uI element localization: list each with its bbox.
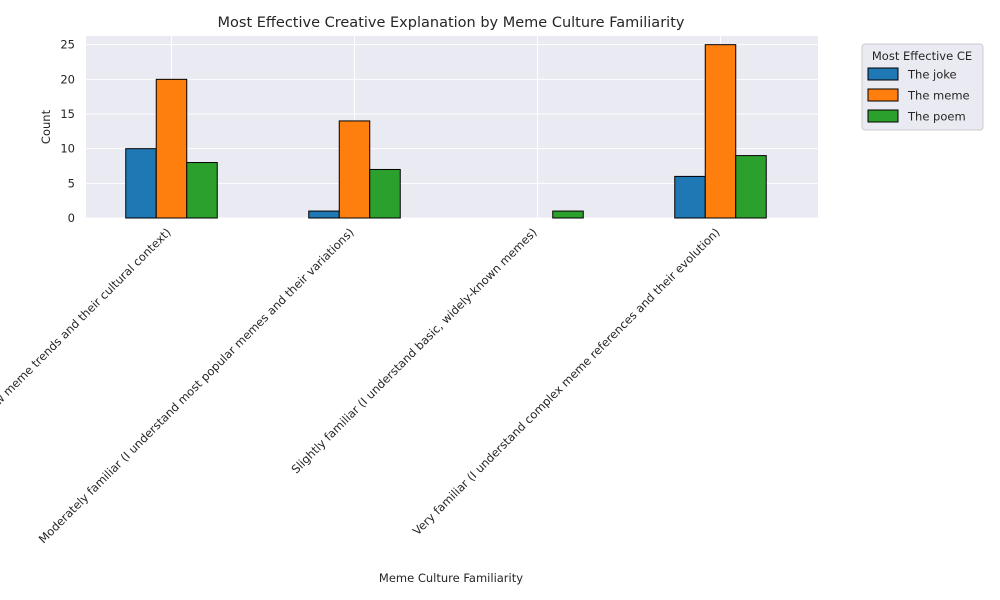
bar-the-joke-0 (125, 148, 157, 219)
legend-title: Most Effective CE (872, 49, 972, 63)
bars (125, 44, 767, 219)
x-tick-labels: Extremely familiar (I actively follow me… (0, 225, 723, 546)
legend-box (861, 43, 984, 131)
y-tick-label-4: 20 (60, 72, 75, 86)
x-axis-label: Meme Culture Familiarity (379, 571, 523, 585)
y-tick-label-2: 10 (60, 142, 75, 156)
x-tick-label-1: Moderately familiar (I understand most p… (36, 225, 357, 546)
chart-title: Most Effective Creative Explanation by M… (218, 15, 685, 31)
y-tick-label-0: 0 (68, 211, 75, 225)
legend-label-the-poem: The poem (907, 110, 966, 124)
legend-swatch-the-poem (867, 109, 899, 123)
legend-items: The joke The meme The poem (867, 67, 970, 124)
bar-the-joke-1 (308, 210, 340, 219)
legend-swatch-the-joke (867, 67, 899, 81)
legend-label-the-joke: The joke (907, 68, 957, 82)
bar-the-poem-2 (552, 210, 584, 219)
y-tick-label-1: 5 (68, 176, 75, 190)
bar-the-poem-3 (735, 155, 767, 219)
y-tick-label-5: 25 (60, 38, 75, 52)
bar-the-poem-1 (369, 168, 401, 219)
bar-the-meme-1 (338, 120, 371, 219)
bar-the-meme-0 (155, 78, 188, 219)
bar-the-joke-3 (674, 175, 706, 219)
legend-label-the-meme: The meme (907, 89, 970, 103)
y-axis-label: Count (39, 109, 53, 144)
bar-the-poem-0 (186, 162, 218, 219)
legend-swatch-the-meme (867, 88, 899, 102)
bar-the-meme-3 (704, 44, 737, 219)
x-tick-label-3: Very familiar (I understand complex meme… (410, 225, 723, 538)
legend: Most Effective CE The joke The meme The po… (861, 43, 984, 131)
y-tick-label-3: 15 (60, 107, 75, 121)
y-tick-labels: 0 5 10 15 20 25 (60, 38, 75, 225)
